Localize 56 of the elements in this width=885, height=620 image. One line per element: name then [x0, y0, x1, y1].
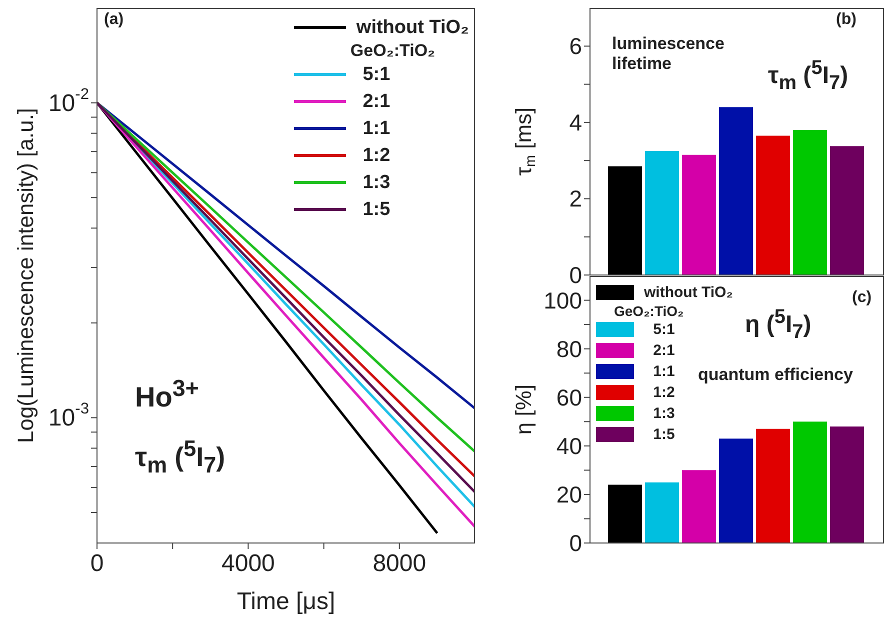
bar: [608, 166, 642, 275]
annotation: (b): [836, 10, 856, 30]
bar: [830, 146, 864, 275]
legend-label: 1:1: [652, 363, 676, 380]
y-tick-label: 20: [556, 481, 582, 508]
legend-label: 1:5: [652, 426, 676, 443]
legend-label: without TiO₂: [644, 284, 733, 301]
annotation: (c): [852, 288, 872, 308]
x-axis-title: Time [μs]: [236, 588, 336, 614]
legend-label: 1:2: [652, 384, 676, 401]
legend-label: 1:3: [652, 405, 676, 422]
legend-title: GeO₂:TiO₂: [613, 303, 685, 319]
legend-label: 1:2: [362, 144, 392, 166]
y-axis-title: Log(Luminescence intensity) [a.u.]: [12, 108, 38, 444]
legend-label: 2:1: [652, 342, 676, 359]
y-tick-label: 0: [569, 530, 582, 556]
legend-label: 5:1: [362, 64, 392, 86]
bar: [608, 484, 642, 543]
bar: [756, 136, 790, 275]
y-axis-title: η [%]: [510, 384, 536, 435]
bar: [682, 470, 716, 543]
legend-title: GeO₂:TiO₂: [349, 41, 436, 61]
y-tick-label: 40: [556, 432, 582, 459]
annotation: (a): [104, 10, 124, 30]
annotation: η ($^{5}$I$_{7}$): [745, 305, 812, 344]
bar: [719, 107, 753, 275]
bar: [793, 422, 827, 543]
bar: [830, 426, 864, 543]
y-tick-label: 2: [569, 186, 582, 212]
annotation: Ho$^{3+}$: [135, 375, 199, 414]
legend-label: without TiO₂: [356, 16, 469, 38]
legend-label: 1:5: [362, 198, 392, 220]
y-tick-label: 0: [569, 262, 582, 288]
legend-label: 5:1: [652, 321, 676, 338]
y-tick-label: 10$^{-3}$: [48, 400, 89, 432]
bar: [682, 154, 716, 275]
bar: [645, 151, 679, 275]
y-tick-label: 100: [544, 287, 582, 314]
bar: [645, 482, 679, 543]
y-tick-label: 6: [569, 33, 582, 60]
x-tick-label: 4000: [222, 550, 275, 576]
annotation: τ$_{m}$ ($^{5}$I$_{7}$): [768, 56, 848, 95]
annotation: luminescence lifetime: [612, 34, 726, 75]
annotation: quantum efficiency: [698, 365, 853, 386]
y-tick-label: 10$^{-2}$: [48, 86, 89, 116]
y-tick-label: 4: [569, 109, 582, 136]
legend-label: 1:3: [362, 172, 392, 194]
x-tick-label: 8000: [372, 550, 426, 576]
bar: [793, 130, 827, 275]
legend-label: 1:1: [362, 118, 392, 140]
y-tick-label: 60: [556, 384, 582, 410]
bar: [756, 428, 790, 543]
legend-label: 2:1: [362, 90, 392, 112]
bar: [719, 438, 753, 543]
annotation: τ$_{m}$ ($^{5}$I$_{7}$): [135, 435, 226, 478]
y-tick-label: 80: [556, 336, 582, 362]
